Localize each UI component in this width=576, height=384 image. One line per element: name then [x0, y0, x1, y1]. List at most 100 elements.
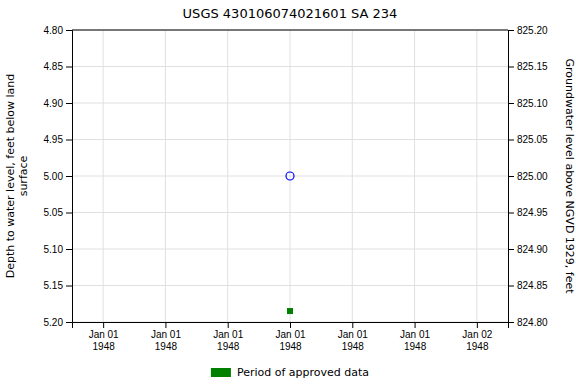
- tick-label: Jan 011948: [151, 329, 181, 352]
- tick-label: Jan 011948: [213, 329, 243, 352]
- tick-mark: [66, 103, 72, 104]
- grid-line: [72, 30, 508, 31]
- tick: 824.85: [508, 280, 548, 291]
- tick-label: Jan 011948: [400, 329, 430, 352]
- tick: Jan 011948: [213, 322, 243, 352]
- grid-line: [227, 30, 228, 322]
- tick: 825.15: [508, 61, 548, 72]
- tick-label: Jan 021948: [462, 329, 492, 352]
- tick-label-line: 1948: [466, 341, 489, 352]
- tick: Jan 021948: [462, 322, 492, 352]
- tick-label-line: Jan 01: [89, 329, 119, 340]
- tick-mark: [66, 249, 72, 250]
- tick-label-line: Jan 01: [400, 329, 430, 340]
- tick: Jan 011948: [151, 322, 181, 352]
- y-axis: 4.80 4.85 4.90 4.95 5.00 5.05 5.10 5.15 5.20: [44, 25, 73, 328]
- grid-line: [414, 30, 415, 322]
- tick-label-line: Jan 01: [275, 329, 305, 340]
- tick: 825.00: [508, 171, 548, 182]
- tick-mark: [165, 322, 166, 328]
- tick: Jan 011948: [338, 322, 368, 352]
- tick-mark: [228, 322, 229, 328]
- marks: [286, 172, 294, 314]
- tick-mark: [66, 176, 72, 177]
- axis-domain: [73, 323, 509, 329]
- tick-mark: [508, 67, 514, 68]
- tick-mark: [508, 213, 514, 214]
- tick-label: Jan 011948: [338, 329, 368, 352]
- tick-label: 4.95: [44, 134, 64, 145]
- y-axis-title-line: Depth to water level, feet below land: [4, 74, 17, 279]
- point: [286, 172, 294, 180]
- y2-axis-title: Groundwater level above NGVD 1929, feet: [563, 58, 576, 294]
- tick-label-line: 1948: [155, 341, 178, 352]
- tick-mark: [66, 322, 72, 323]
- tick: 5.20: [44, 317, 72, 328]
- tick-label-line: 1948: [93, 341, 116, 352]
- tick: 824.95: [508, 207, 548, 218]
- tick: 825.05: [508, 134, 548, 145]
- tick-mark: [508, 286, 514, 287]
- tick: 824.80: [508, 317, 548, 328]
- tick: 5.15: [44, 280, 72, 291]
- tick-label: 825.10: [517, 98, 548, 109]
- grid-line: [290, 30, 291, 322]
- tick-mark: [477, 322, 478, 328]
- tick: 5.05: [44, 207, 72, 218]
- tick-mark: [508, 249, 514, 250]
- plot: Jan 011948Jan 011948Jan 011948Jan 011948…: [44, 25, 548, 352]
- plot-frame: [72, 30, 508, 31]
- y-axis-title: Depth to water level, feet below landsur…: [4, 74, 30, 279]
- tick: Jan 011948: [89, 322, 119, 352]
- tick: 4.85: [44, 61, 72, 72]
- tick-label-line: 1948: [217, 341, 240, 352]
- tick-label: Jan 011948: [275, 329, 305, 352]
- tick-mark: [415, 322, 416, 328]
- tick-label: 4.90: [44, 98, 64, 109]
- tick-mark: [352, 322, 353, 328]
- point: [287, 308, 293, 314]
- tick-label: 825.20: [517, 25, 548, 36]
- tick-mark: [290, 322, 291, 328]
- tick-mark: [508, 176, 514, 177]
- tick-label: 824.85: [517, 280, 548, 291]
- x-axis: Jan 011948Jan 011948Jan 011948Jan 011948…: [73, 322, 509, 352]
- axis-domain: [509, 31, 515, 323]
- tick-label-line: Jan 01: [151, 329, 181, 340]
- tick-mark: [66, 213, 72, 214]
- tick-label: 824.80: [517, 317, 548, 328]
- tick-mark: [66, 30, 72, 31]
- tick: 4.95: [44, 134, 72, 145]
- tick-mark: [103, 322, 104, 328]
- title: USGS 430106074021601 SA 234: [183, 6, 398, 21]
- legend-item: Period of approved data: [211, 366, 369, 379]
- tick-label: 825.15: [517, 61, 548, 72]
- y2-axis: 824.80 824.85 824.90 824.95 825.00 825.05 825.…: [508, 25, 548, 328]
- tick-label: 825.05: [517, 134, 548, 145]
- tick-label: 5.20: [44, 317, 64, 328]
- tick-label: 5.10: [44, 244, 64, 255]
- tick-label-line: 1948: [404, 341, 427, 352]
- tick-mark: [508, 322, 514, 323]
- grid: [72, 30, 508, 322]
- tick: 5.00: [44, 171, 72, 182]
- tick-mark: [66, 67, 72, 68]
- tick-label: 824.90: [517, 244, 548, 255]
- tick-mark: [508, 30, 514, 31]
- tick-label: 5.15: [44, 280, 64, 291]
- tick: Jan 011948: [275, 322, 305, 352]
- tick-mark: [66, 140, 72, 141]
- tick-mark: [508, 140, 514, 141]
- tick-label: 5.00: [44, 171, 64, 182]
- tick: 5.10: [44, 244, 72, 255]
- grid-line: [476, 30, 477, 322]
- tick: 825.20: [508, 25, 548, 36]
- legend: Period of approved data: [211, 366, 369, 379]
- grid-line: [352, 30, 353, 322]
- grid-line: [103, 30, 104, 322]
- series: [286, 172, 294, 180]
- tick: 4.80: [44, 25, 72, 36]
- tick: 825.10: [508, 98, 548, 109]
- series: [287, 308, 293, 314]
- tick-mark: [66, 286, 72, 287]
